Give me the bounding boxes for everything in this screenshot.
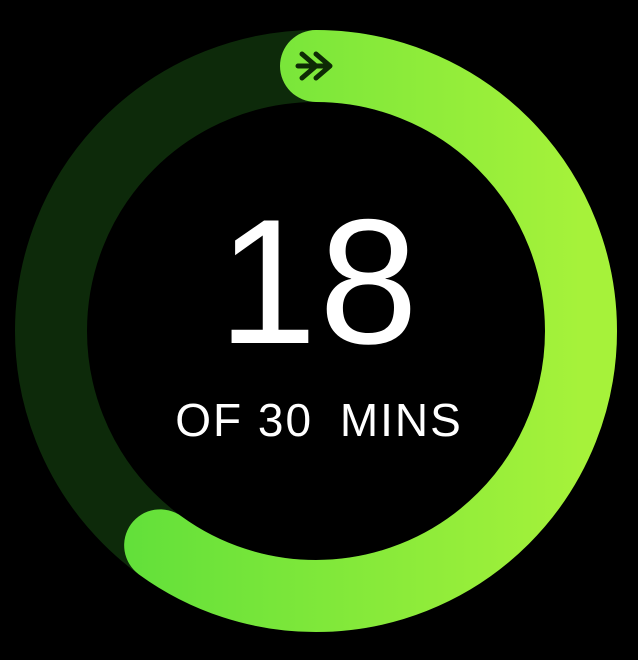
- exercise-minutes-value: 18: [218, 182, 420, 381]
- goal-prefix: OF: [175, 394, 244, 446]
- goal-value: 30: [257, 394, 314, 446]
- goal-unit: MINS: [339, 394, 463, 446]
- double-chevron-right-icon: [295, 51, 333, 81]
- goal-caption: OF 30 MINS: [0, 392, 638, 448]
